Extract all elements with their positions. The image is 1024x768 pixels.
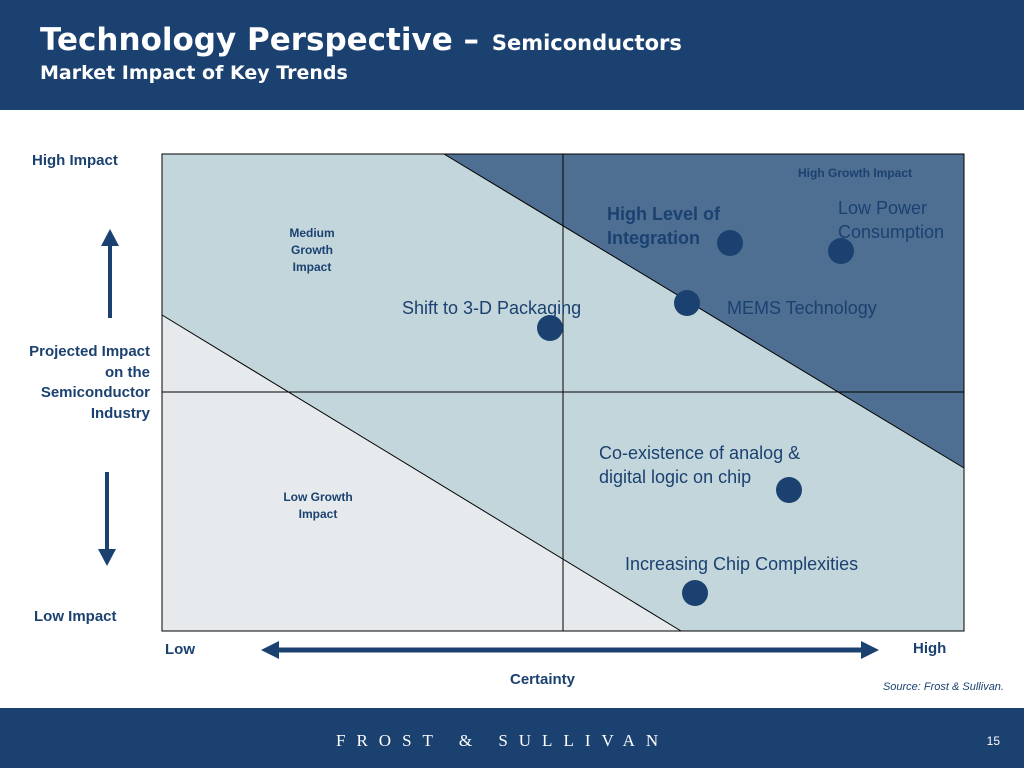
certainty-arrow-icon (261, 641, 879, 659)
medium-growth-label: Medium Growth Impact (289, 226, 335, 274)
item-label-chip-complexities: Increasing Chip Complexities (625, 554, 859, 574)
matrix-frame (161, 153, 965, 632)
y-axis-low-label: Low Impact (34, 608, 117, 625)
x-axis-low-label: Low (165, 641, 195, 658)
source-note: Source: Frost & Sullivan. (882, 681, 1004, 693)
item-dot-mems-technology (674, 290, 700, 316)
item-label-mems-technology: MEMS Technology (727, 298, 877, 318)
item-dot-chip-complexities (682, 580, 708, 606)
x-axis-title: Certainty (510, 671, 576, 688)
down-arrow-icon (98, 472, 116, 566)
low-medium-boundary (161, 314, 682, 632)
item-label-low-power-consumption: Low Power Consumption (838, 198, 945, 242)
item-dot-analog-digital (776, 477, 802, 503)
slide-title: Technology Perspective – Semiconductors (40, 22, 682, 58)
item-label-shift-3d-packaging: Shift to 3-D Packaging (402, 298, 582, 318)
high-growth-label: High Growth Impact (798, 166, 912, 180)
item-dot-high-level-integration (717, 230, 743, 256)
up-arrow-icon (101, 229, 119, 318)
y-axis-high-label: High Impact (32, 152, 118, 169)
impact-matrix (98, 153, 965, 659)
title-subtitle: Semiconductors (491, 31, 682, 55)
title-text: Technology Perspective – (40, 22, 480, 58)
low-growth-label: Low Growth Impact (283, 490, 353, 521)
y-axis-title: Projected Impact on the Semiconductor In… (29, 343, 150, 422)
item-dot-low-power-consumption (828, 238, 854, 264)
item-label-high-level-integration: High Level of Integration (607, 204, 721, 248)
x-axis-high-label: High (913, 640, 947, 657)
footer-bar: FROST & SULLIVAN 15 (0, 708, 1024, 768)
medium-high-boundary (443, 153, 965, 469)
item-label-analog-digital: Co-existence of analog & digital logic o… (599, 443, 801, 487)
item-dot-shift-3d-packaging (537, 315, 563, 341)
slide-subtitle: Market Impact of Key Trends (40, 62, 348, 84)
header-bar: Technology Perspective – Semiconductors … (0, 0, 1024, 110)
page-number: 15 (986, 734, 1000, 748)
brand-logo: FROST & SULLIVAN (336, 731, 670, 750)
